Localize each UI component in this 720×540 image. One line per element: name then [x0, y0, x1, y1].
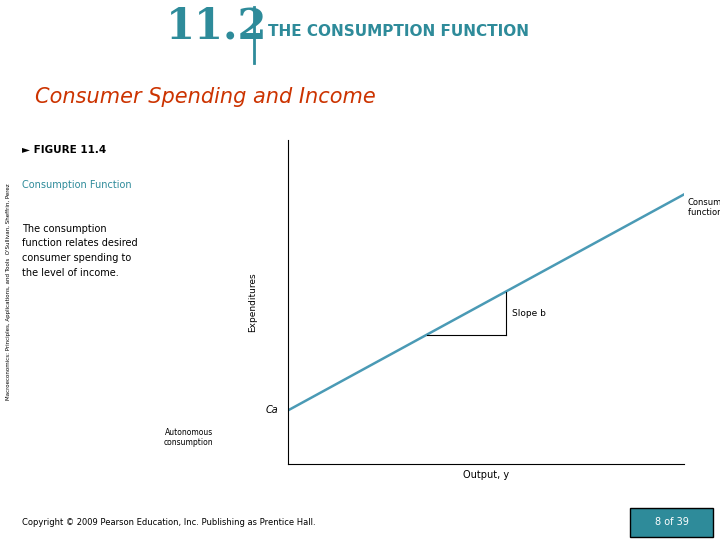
Text: 11.2: 11.2 — [166, 6, 268, 48]
Text: Consumer Spending and Income: Consumer Spending and Income — [35, 87, 376, 107]
Text: Consumption
function (Ca + by): Consumption function (Ca + by) — [688, 198, 720, 218]
Text: ► FIGURE 11.4: ► FIGURE 11.4 — [22, 145, 106, 156]
FancyBboxPatch shape — [630, 508, 713, 537]
Text: Copyright © 2009 Pearson Education, Inc. Publishing as Prentice Hall.: Copyright © 2009 Pearson Education, Inc.… — [22, 518, 315, 527]
Text: 8 of 39: 8 of 39 — [654, 517, 689, 528]
Text: Autonomous
consumption: Autonomous consumption — [163, 428, 213, 447]
Text: Expenditures: Expenditures — [248, 273, 257, 332]
Text: CHAPTER 11: CHAPTER 11 — [12, 10, 80, 21]
X-axis label: Output, y: Output, y — [463, 470, 509, 480]
Text: Slope b: Slope b — [512, 309, 546, 318]
Text: The Income-: The Income- — [12, 33, 60, 43]
Text: Macroeconomics: Principles, Applications, and Tools  O'Sullivan, Sheffrin, Perez: Macroeconomics: Principles, Applications… — [6, 183, 12, 400]
Text: THE CONSUMPTION FUNCTION: THE CONSUMPTION FUNCTION — [268, 24, 528, 39]
Text: Consumption Function: Consumption Function — [22, 180, 131, 190]
Text: The consumption
function relates desired
consumer spending to
the level of incom: The consumption function relates desired… — [22, 224, 138, 278]
Text: Expenditure Model: Expenditure Model — [12, 49, 84, 58]
Text: Ca: Ca — [266, 406, 278, 415]
